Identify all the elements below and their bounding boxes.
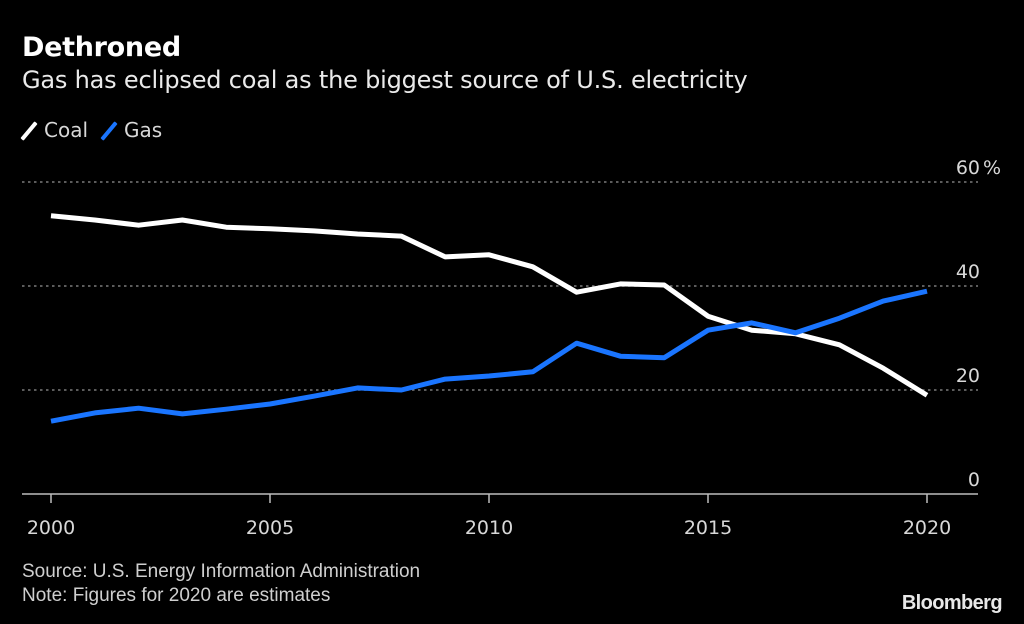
y-axis-ticks: 0 20 40 60% [956,157,1001,491]
legend: Coal Gas [22,118,176,142]
legend-item-gas: Gas [102,118,162,142]
source-note: Source: U.S. Energy Information Administ… [22,561,421,582]
legend-label-coal: Coal [44,118,89,142]
x-axis: 2000 2005 2010 2015 2020 [22,493,978,539]
footer: Source: U.S. Energy Information Administ… [22,560,420,608]
series-line-coal [50,213,929,398]
y-unit-label: % [983,157,1001,179]
series-line-gas [50,288,928,424]
bloomberg-logo: Bloomberg [901,592,1003,614]
y-tick-label-0: 0 [968,469,980,491]
x-tick-label-2020: 2020 [903,517,951,539]
x-tick-label-2015: 2015 [684,517,732,539]
x-tick-label-2010: 2010 [465,517,513,539]
y-tick-label-20: 20 [956,365,980,387]
legend-label-gas: Gas [124,118,163,142]
y-tick-label-40: 40 [956,261,980,283]
legend-item-coal: Coal [22,118,88,142]
gridlines [22,181,978,391]
y-tick-label-60: 60 [956,157,980,179]
x-tick-label-2000: 2000 [27,517,75,539]
x-tick-label-2005: 2005 [246,517,294,539]
chart-subtitle: Gas has eclipsed coal as the biggest sou… [22,66,748,94]
series-lines [50,213,929,424]
estimate-note: Note: Figures for 2020 are estimates [22,585,331,606]
chart-title: Dethroned [22,32,181,63]
